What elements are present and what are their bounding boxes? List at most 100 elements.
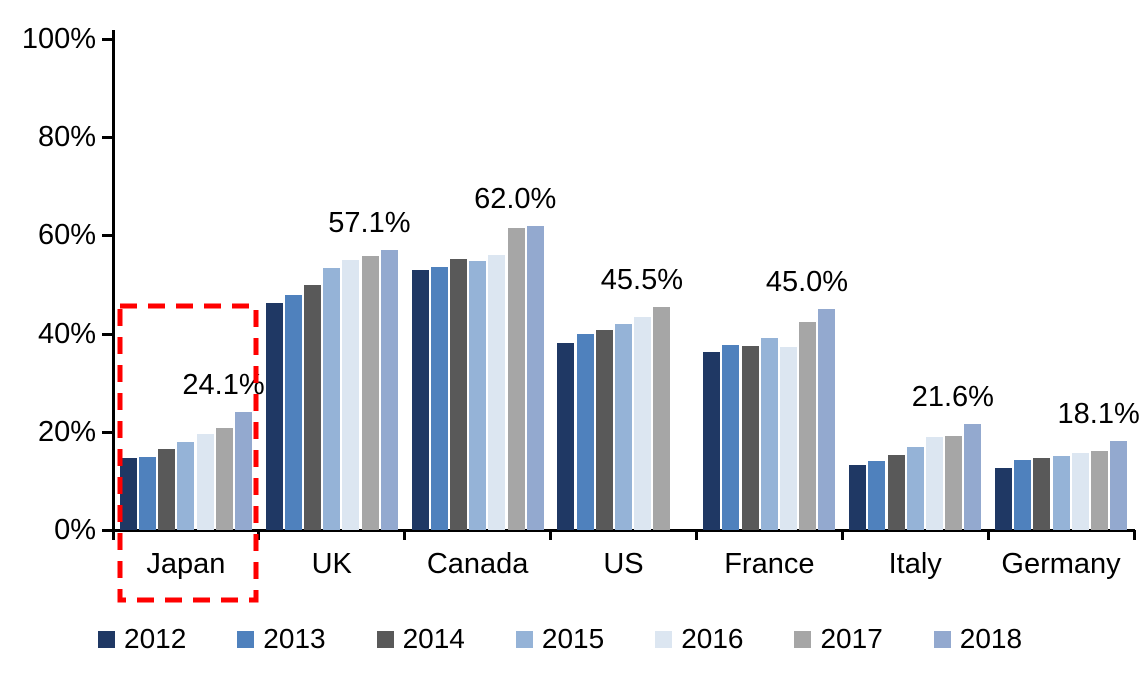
bar-italy-2012 xyxy=(849,464,867,530)
legend-label-2013: 2013 xyxy=(263,623,326,654)
bar-us-2015 xyxy=(614,323,632,530)
legend-swatch-2012 xyxy=(98,630,115,648)
legend-label-2018: 2018 xyxy=(959,623,1023,654)
category-label-italy: Italy xyxy=(888,548,942,580)
legend-swatch-2018 xyxy=(933,630,951,648)
data-label-germany: 18.1% xyxy=(1057,398,1140,431)
bar-canada-2013 xyxy=(430,267,448,530)
bar-germany-2013 xyxy=(1014,460,1032,530)
bar-us-2016 xyxy=(634,316,652,530)
legend-swatch-2013 xyxy=(237,630,255,648)
x-tick xyxy=(694,530,698,540)
x-tick xyxy=(986,530,990,540)
bar-germany-2014 xyxy=(1033,458,1051,530)
data-label-us: 45.5% xyxy=(600,263,684,296)
x-axis-line xyxy=(112,529,1135,532)
bar-canada-2012 xyxy=(411,270,429,530)
legend-item-2014: 2014 xyxy=(376,623,465,654)
data-label-japan: 24.1% xyxy=(182,368,265,401)
bar-japan-2017 xyxy=(215,427,233,530)
legend-swatch-2014 xyxy=(376,630,394,648)
bar-canada-2014 xyxy=(449,258,467,530)
bar-canada-2015 xyxy=(469,260,487,530)
bar-uk-2013 xyxy=(284,294,302,530)
y-tick xyxy=(102,234,113,238)
bar-france-2012 xyxy=(703,351,721,530)
bar-group-canada xyxy=(405,39,551,530)
bar-japan-2013 xyxy=(139,457,157,530)
bar-germany-2015 xyxy=(1052,456,1070,530)
bar-germany-2012 xyxy=(994,468,1012,530)
category-label-germany: Germany xyxy=(1001,548,1121,580)
bar-germany-2016 xyxy=(1071,452,1089,530)
bar-group-uk xyxy=(259,39,405,530)
category-label-us: US xyxy=(603,548,644,580)
legend-swatch-2016 xyxy=(655,630,673,648)
bar-japan-2016 xyxy=(196,433,214,530)
y-tick-label: 100% xyxy=(21,23,96,55)
bar-us-2014 xyxy=(595,329,613,530)
y-tick-label: 40% xyxy=(37,317,96,350)
bar-france-2017 xyxy=(799,322,817,530)
x-tick xyxy=(257,530,261,540)
legend-item-2013: 2013 xyxy=(237,623,326,654)
bar-group-germany xyxy=(988,39,1134,530)
y-tick-label: 0% xyxy=(54,514,96,546)
bar-us-2013 xyxy=(576,333,594,530)
bar-group-italy xyxy=(842,39,988,530)
x-tick xyxy=(403,530,407,540)
bar-uk-2012 xyxy=(265,302,283,530)
bar-italy-2013 xyxy=(868,460,886,530)
x-tick xyxy=(840,530,844,540)
legend-label-2016: 2016 xyxy=(681,623,744,654)
bar-uk-2014 xyxy=(304,284,322,530)
bar-canada-2017 xyxy=(507,228,525,530)
bar-group-us xyxy=(551,39,697,530)
bar-germany-2017 xyxy=(1090,451,1108,530)
legend-label-2017: 2017 xyxy=(820,623,883,654)
y-tick xyxy=(102,38,113,41)
category-label-canada: Canada xyxy=(426,548,529,580)
y-tick-label: 80% xyxy=(37,121,96,154)
category-label-uk: UK xyxy=(311,548,352,580)
legend-label-2015: 2015 xyxy=(541,623,605,654)
bar-germany-2018 xyxy=(1110,441,1128,530)
category-label-japan: Japan xyxy=(146,548,226,580)
legend-item-2016: 2016 xyxy=(655,624,743,654)
data-label-uk: 57.1% xyxy=(328,206,411,239)
bar-italy-2018 xyxy=(964,423,982,530)
bar-uk-2017 xyxy=(361,256,379,530)
legend-label-2012: 2012 xyxy=(124,623,187,654)
bar-canada-2016 xyxy=(488,254,506,530)
bar-us-2017 xyxy=(653,306,671,530)
y-tick-label: 20% xyxy=(37,415,96,448)
bar-group-france xyxy=(696,39,842,530)
legend-swatch-2015 xyxy=(515,630,533,648)
legend-swatch-2017 xyxy=(794,630,812,648)
legend-item-2018: 2018 xyxy=(933,623,1023,654)
legend-label-2014: 2014 xyxy=(402,623,465,654)
bar-italy-2015 xyxy=(906,447,924,530)
legend-item-2015: 2015 xyxy=(515,623,605,654)
y-axis-line xyxy=(112,30,115,532)
legend: 2012 2013 2014 2015 2016 2017 2018 xyxy=(98,624,1022,654)
data-label-france: 45.0% xyxy=(765,266,849,299)
data-label-italy: 21.6% xyxy=(911,380,994,413)
y-tick xyxy=(102,136,113,140)
bar-france-2016 xyxy=(780,347,798,530)
category-label-france: France xyxy=(724,548,815,580)
data-label-canada: 62.0% xyxy=(474,182,557,215)
bar-uk-2016 xyxy=(342,260,360,530)
y-tick xyxy=(102,529,113,532)
bar-uk-2015 xyxy=(323,267,341,530)
bar-france-2018 xyxy=(818,309,836,530)
bar-japan-2014 xyxy=(158,449,176,530)
bar-canada-2018 xyxy=(526,225,544,530)
bar-japan-2018 xyxy=(235,411,253,530)
bar-italy-2016 xyxy=(925,437,943,530)
bar-us-2012 xyxy=(557,342,575,530)
bar-uk-2018 xyxy=(380,249,398,530)
x-tick xyxy=(1132,530,1136,540)
bar-japan-2012 xyxy=(119,458,137,530)
